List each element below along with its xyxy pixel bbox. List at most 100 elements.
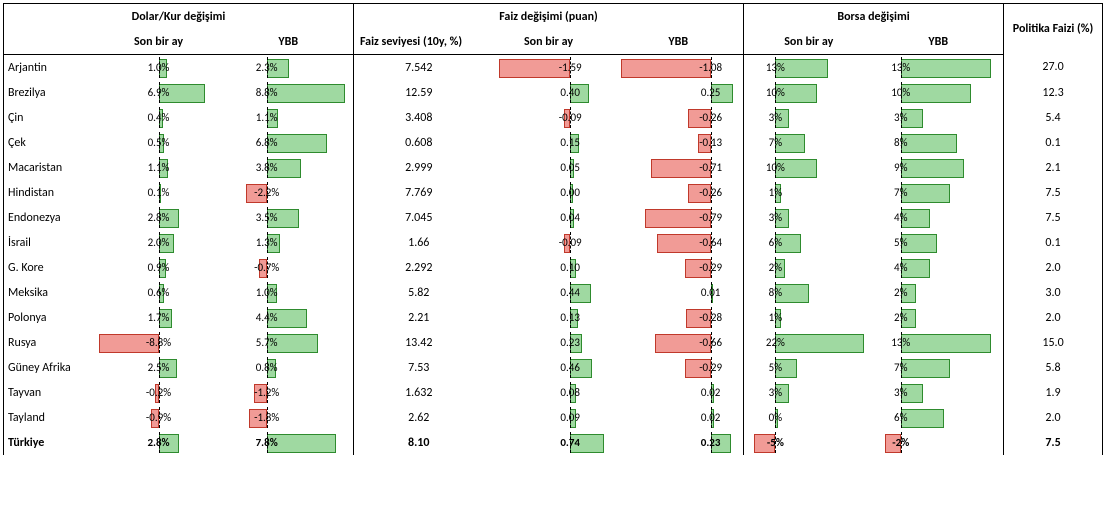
bar-label: 8%	[894, 130, 907, 155]
bar-label: 0.09	[560, 405, 580, 430]
bar-cell: 10%	[744, 155, 874, 180]
bar-label: -5%	[767, 430, 784, 455]
bar-label: 5%	[894, 230, 907, 255]
bar-label: 5%	[769, 355, 782, 380]
rate-level: 8.10	[354, 430, 484, 455]
bar-label: -1.59	[559, 55, 582, 80]
bar-label: 10%	[766, 80, 785, 105]
bar-label: 4%	[894, 205, 907, 230]
bar-label: 9%	[894, 155, 907, 180]
bar-cell: 3%	[744, 205, 874, 230]
bar-label: 1.3%	[256, 230, 278, 255]
bar-label: 2.0%	[148, 230, 170, 255]
hdr-eq: Borsa değişimi	[744, 4, 1004, 30]
bar-cell: 13%	[874, 330, 1004, 355]
table-row: Brezilya6.9%8.8%12.590.400.2510%10%12.3	[4, 80, 1103, 105]
bar-label: -0.09	[559, 105, 582, 130]
bar-cell: 5%	[874, 230, 1004, 255]
bar-label: -0.29	[699, 355, 722, 380]
table-row: Güney Afrika2.5%0.8%7.530.46-0.295%7%5.8	[4, 355, 1103, 380]
bar-label: -0.29	[699, 255, 722, 280]
rate-level: 5.82	[354, 280, 484, 305]
bar-cell: 0.10	[484, 255, 614, 280]
bar-label: 0.02	[701, 405, 721, 430]
bar-label: 0.00	[560, 180, 580, 205]
bar-cell: 13%	[874, 55, 1004, 81]
bar-cell: -1.08	[614, 55, 744, 81]
table-row: Rusya-8.8%5.7%13.420.23-0.6622%13%15.0	[4, 330, 1103, 355]
table-row: Macaristan1.1%3.8%2.9990.05-0.7110%9%2.1	[4, 155, 1103, 180]
bar-cell: 0.15	[484, 130, 614, 155]
bar-cell: -0.29	[614, 355, 744, 380]
bar-cell: 1.0%	[94, 55, 224, 81]
bar-label: 6.9%	[148, 80, 170, 105]
bar-cell: -1.8%	[224, 405, 354, 430]
bar-label: -0.7%	[254, 255, 279, 280]
country-name: Hindistan	[4, 180, 94, 205]
bar-cell: 10%	[874, 80, 1004, 105]
bar-cell: 0.9%	[94, 255, 224, 280]
bar-label: 13%	[766, 55, 785, 80]
bar-label: 7%	[894, 180, 907, 205]
bar-cell: -0.28	[614, 305, 744, 330]
bar-cell: 13%	[744, 55, 874, 81]
bar-label: 1.0%	[148, 55, 170, 80]
header-row-groups: Dolar/Kur değişimi Faiz değişimi (puan) …	[4, 4, 1103, 30]
bar-cell: 7%	[874, 180, 1004, 205]
country-name: G. Kore	[4, 255, 94, 280]
rate-level: 1.66	[354, 230, 484, 255]
bar-label: -2%	[892, 430, 909, 455]
bar-cell: 7.8%	[224, 430, 354, 455]
bar-cell: 4.4%	[224, 305, 354, 330]
country-name: Endonezya	[4, 205, 94, 230]
bar-label: 5.7%	[256, 330, 278, 355]
bar-cell: 4%	[874, 205, 1004, 230]
bar-label: 10%	[891, 80, 910, 105]
bar-label: 0.23	[701, 430, 721, 455]
bar-label: 6%	[894, 405, 907, 430]
bar-cell: 0.02	[614, 405, 744, 430]
bar-label: 0.04	[560, 205, 580, 230]
hdr-rate-m: Son bir ay	[484, 29, 614, 55]
bar-label: 0.5%	[148, 130, 170, 155]
bar-label: -0.9%	[146, 405, 171, 430]
bar-label: -1.8%	[254, 405, 279, 430]
bar-cell: 0.8%	[224, 355, 354, 380]
rate-level: 12.59	[354, 80, 484, 105]
bar-label: -0.28	[699, 305, 722, 330]
table-row: Arjantin1.0%2.3%7.542-1.59-1.0813%13%27.…	[4, 55, 1103, 81]
bar-label: 1.1%	[256, 105, 278, 130]
bar-cell: 6%	[744, 230, 874, 255]
bar-cell: 0.46	[484, 355, 614, 380]
bar-label: 2%	[894, 305, 907, 330]
bar-cell: -0.26	[614, 105, 744, 130]
bar-label: 4.4%	[256, 305, 278, 330]
bar-label: 1.1%	[148, 155, 170, 180]
rate-level: 7.53	[354, 355, 484, 380]
bar-label: 0.44	[560, 280, 580, 305]
bar-label: 8%	[769, 280, 782, 305]
bar-label: 3%	[769, 105, 782, 130]
policy-rate: 0.1	[1004, 130, 1103, 155]
bar-cell: 0.02	[614, 380, 744, 405]
bar-cell: 3%	[744, 105, 874, 130]
bar-label: -0.71	[699, 155, 722, 180]
bar-label: 0.10	[560, 255, 580, 280]
bar-cell: 1.1%	[94, 155, 224, 180]
country-name: Tayvan	[4, 380, 94, 405]
bar-label: -2.2%	[254, 180, 279, 205]
bar-cell: 22%	[744, 330, 874, 355]
country-name: Brezilya	[4, 80, 94, 105]
country-name: Güney Afrika	[4, 355, 94, 380]
policy-rate: 5.8	[1004, 355, 1103, 380]
bar-label: 1%	[769, 180, 782, 205]
bar-cell: 0.05	[484, 155, 614, 180]
bar-label: 13%	[891, 330, 910, 355]
bar-cell: 0.6%	[94, 280, 224, 305]
header-row-sub: Son bir ay YBB Faiz seviyesi (10y, %) So…	[4, 29, 1103, 55]
bar-label: -1.2%	[254, 380, 279, 405]
table-row: Türkiye2.8%7.8%8.100.740.23-5%-2%7.5	[4, 430, 1103, 455]
country-name: Polonya	[4, 305, 94, 330]
bar-label: 2.8%	[147, 430, 169, 455]
bar-cell: 1%	[744, 180, 874, 205]
